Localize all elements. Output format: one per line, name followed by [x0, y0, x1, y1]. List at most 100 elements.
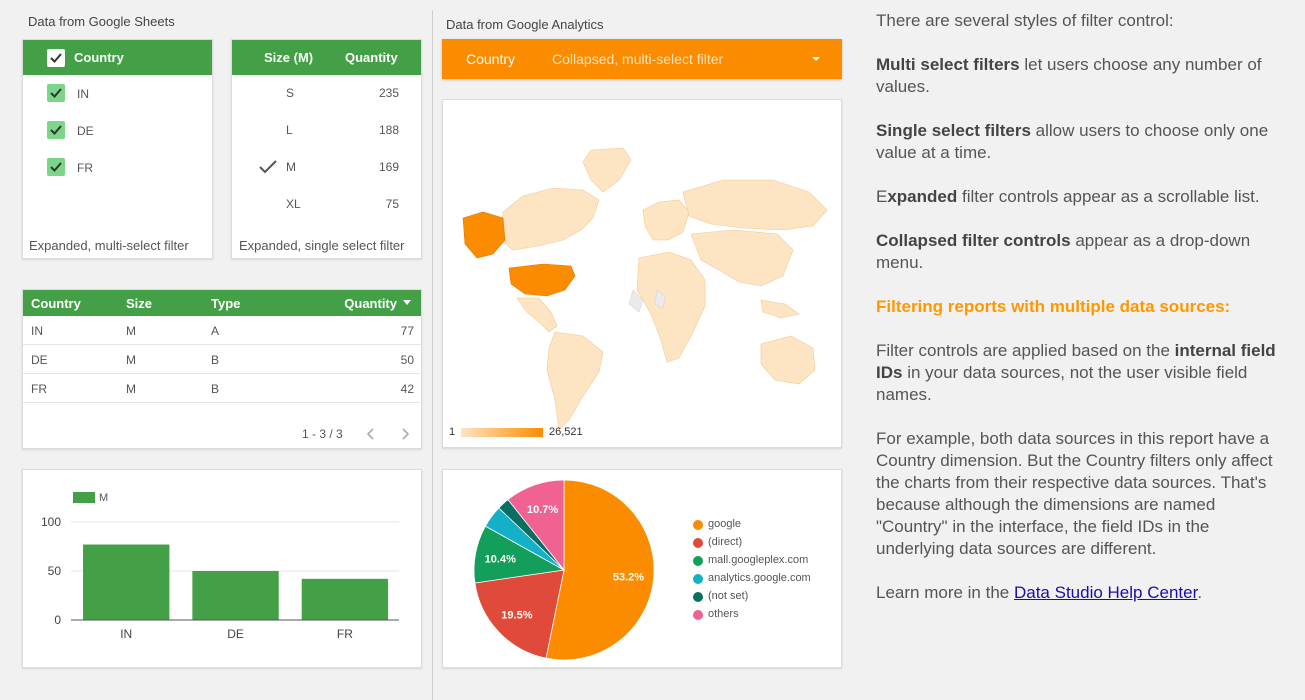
dropdown-value: Collapsed, multi-select filter — [552, 51, 724, 67]
cell-type: A — [211, 324, 220, 338]
option-label: IN — [77, 87, 89, 101]
cell-country: IN — [31, 324, 43, 338]
legend-item[interactable]: (not set) — [693, 589, 833, 607]
expanded-paragraph: Expanded filter controls appear as a scr… — [876, 187, 1260, 206]
cell-type: B — [211, 353, 220, 367]
legend-dot — [693, 520, 703, 530]
map-central-america — [516, 297, 558, 333]
map-south-america — [546, 331, 604, 431]
select-all-checkbox[interactable] — [47, 49, 65, 67]
pie-slice-label: 53.2% — [613, 572, 644, 584]
sheets-data-table: Country Size Type Quantity IN M A 77 DE … — [22, 289, 422, 449]
size-option-l[interactable]: L 188 — [232, 119, 421, 143]
country-multi-select-filter: Country IN DE FR Expanded, multi-select … — [22, 39, 213, 259]
quantity-value: 169 — [378, 160, 399, 174]
legend-label: mall.googleplex.com — [708, 554, 809, 566]
quantity-column-header[interactable]: Quantity — [345, 50, 398, 65]
size-option-s[interactable]: S 235 — [232, 82, 421, 106]
size-column-header[interactable]: Size (M) — [264, 50, 314, 65]
legend-item[interactable]: google — [693, 517, 833, 535]
legend-item[interactable]: others — [693, 607, 833, 625]
legend-item[interactable]: (direct) — [693, 535, 833, 553]
legend-label: (not set) — [708, 590, 749, 602]
check-icon — [50, 88, 62, 98]
pie-slice-label: 19.5% — [501, 610, 532, 622]
cell-size: M — [126, 324, 136, 338]
pie-slice-label: 10.7% — [527, 504, 558, 516]
bar-in — [83, 544, 170, 620]
filter-header-label: Country — [74, 50, 124, 65]
legend-dot — [693, 592, 703, 602]
quantity-value: 235 — [378, 86, 399, 100]
map-australia — [760, 335, 816, 385]
y-tick-label: 50 — [48, 564, 62, 578]
filter-header: Size (M) Quantity — [232, 40, 421, 75]
option-checkbox[interactable] — [47, 158, 65, 176]
size-value: M — [286, 160, 296, 174]
cell-type: B — [211, 382, 220, 396]
field-ids-paragraph: Filter controls are applied based on the… — [876, 341, 1276, 404]
bar-chart: M 0 50 100 IN DE FR — [41, 492, 399, 641]
caret-down-icon[interactable] — [812, 57, 820, 62]
quantity-value: 188 — [378, 123, 399, 137]
option-checkbox[interactable] — [47, 121, 65, 139]
option-checkbox[interactable] — [47, 84, 65, 102]
learn-more-paragraph: Learn more in the Data Studio Help Cente… — [876, 583, 1203, 602]
legend-swatch — [73, 492, 95, 503]
map-legend-min: 1 — [449, 426, 456, 438]
help-center-link[interactable]: Data Studio Help Center — [1013, 583, 1198, 602]
pagination-text: 1 - 3 / 3 — [302, 427, 343, 441]
legend-item[interactable]: analytics.google.com — [693, 571, 833, 589]
map-southeast-asia — [760, 299, 800, 319]
size-option-m-selected[interactable]: M 169 — [232, 156, 421, 180]
map-greenland — [582, 147, 632, 193]
header-type[interactable]: Type — [211, 296, 241, 311]
filter-option-de[interactable]: DE — [47, 121, 207, 143]
legend-dot — [693, 556, 703, 566]
filter-option-in[interactable]: IN — [47, 84, 207, 106]
filter-header[interactable]: Country — [23, 40, 212, 75]
sort-descending-icon[interactable] — [403, 300, 411, 306]
legend-dot — [693, 574, 703, 584]
pie-chart: 53.2% 19.5% 10.4% 10.7% — [473, 479, 655, 661]
y-tick-label: 0 — [54, 613, 61, 627]
cell-size: M — [126, 382, 136, 396]
legend-dot — [693, 538, 703, 548]
size-single-select-filter: Size (M) Quantity S 235 L 188 M 169 XL 7… — [231, 39, 422, 259]
option-label: FR — [77, 161, 93, 175]
multiple-sources-heading: Filtering reports with multiple data sou… — [876, 297, 1231, 316]
check-icon — [50, 53, 62, 63]
cell-country: FR — [31, 382, 47, 396]
pie-slice — [545, 479, 655, 661]
legend-label: M — [99, 492, 108, 504]
header-quantity[interactable]: Quantity — [344, 296, 397, 311]
instructions-panel: There are several styles of filter contr… — [876, 10, 1286, 604]
map-usa — [508, 263, 576, 297]
cell-size: M — [126, 353, 136, 367]
column-divider — [432, 10, 433, 700]
filter-caption: Expanded, single select filter — [239, 238, 405, 253]
legend-item[interactable]: mall.googleplex.com — [693, 553, 833, 571]
world-map[interactable] — [443, 100, 841, 447]
chevron-right-icon[interactable] — [399, 427, 411, 441]
table-row: DE M B 50 — [23, 345, 421, 374]
pie-chart-card: 53.2% 19.5% 10.4% 10.7% google (direct) mall.… — [442, 469, 842, 668]
size-value: L — [286, 123, 293, 137]
map-africa — [636, 251, 706, 363]
cell-quantity: 77 — [400, 324, 414, 338]
map-legend-max: 26,521 — [549, 426, 583, 438]
size-value: XL — [286, 197, 301, 211]
legend-label: google — [708, 518, 742, 530]
intro-paragraph: There are several styles of filter contr… — [876, 11, 1174, 30]
bar-de — [192, 571, 279, 620]
quantity-value: 75 — [385, 197, 399, 211]
size-option-xl[interactable]: XL 75 — [232, 193, 421, 217]
bar-fr — [301, 578, 389, 620]
header-country[interactable]: Country — [31, 296, 81, 311]
y-tick-label: 100 — [41, 515, 61, 529]
country-dropdown-filter[interactable]: Country Collapsed, multi-select filter — [442, 39, 842, 79]
legend-label: analytics.google.com — [708, 572, 811, 584]
chevron-left-icon[interactable] — [365, 427, 377, 441]
header-size[interactable]: Size — [126, 296, 153, 311]
filter-option-fr[interactable]: FR — [47, 158, 207, 180]
